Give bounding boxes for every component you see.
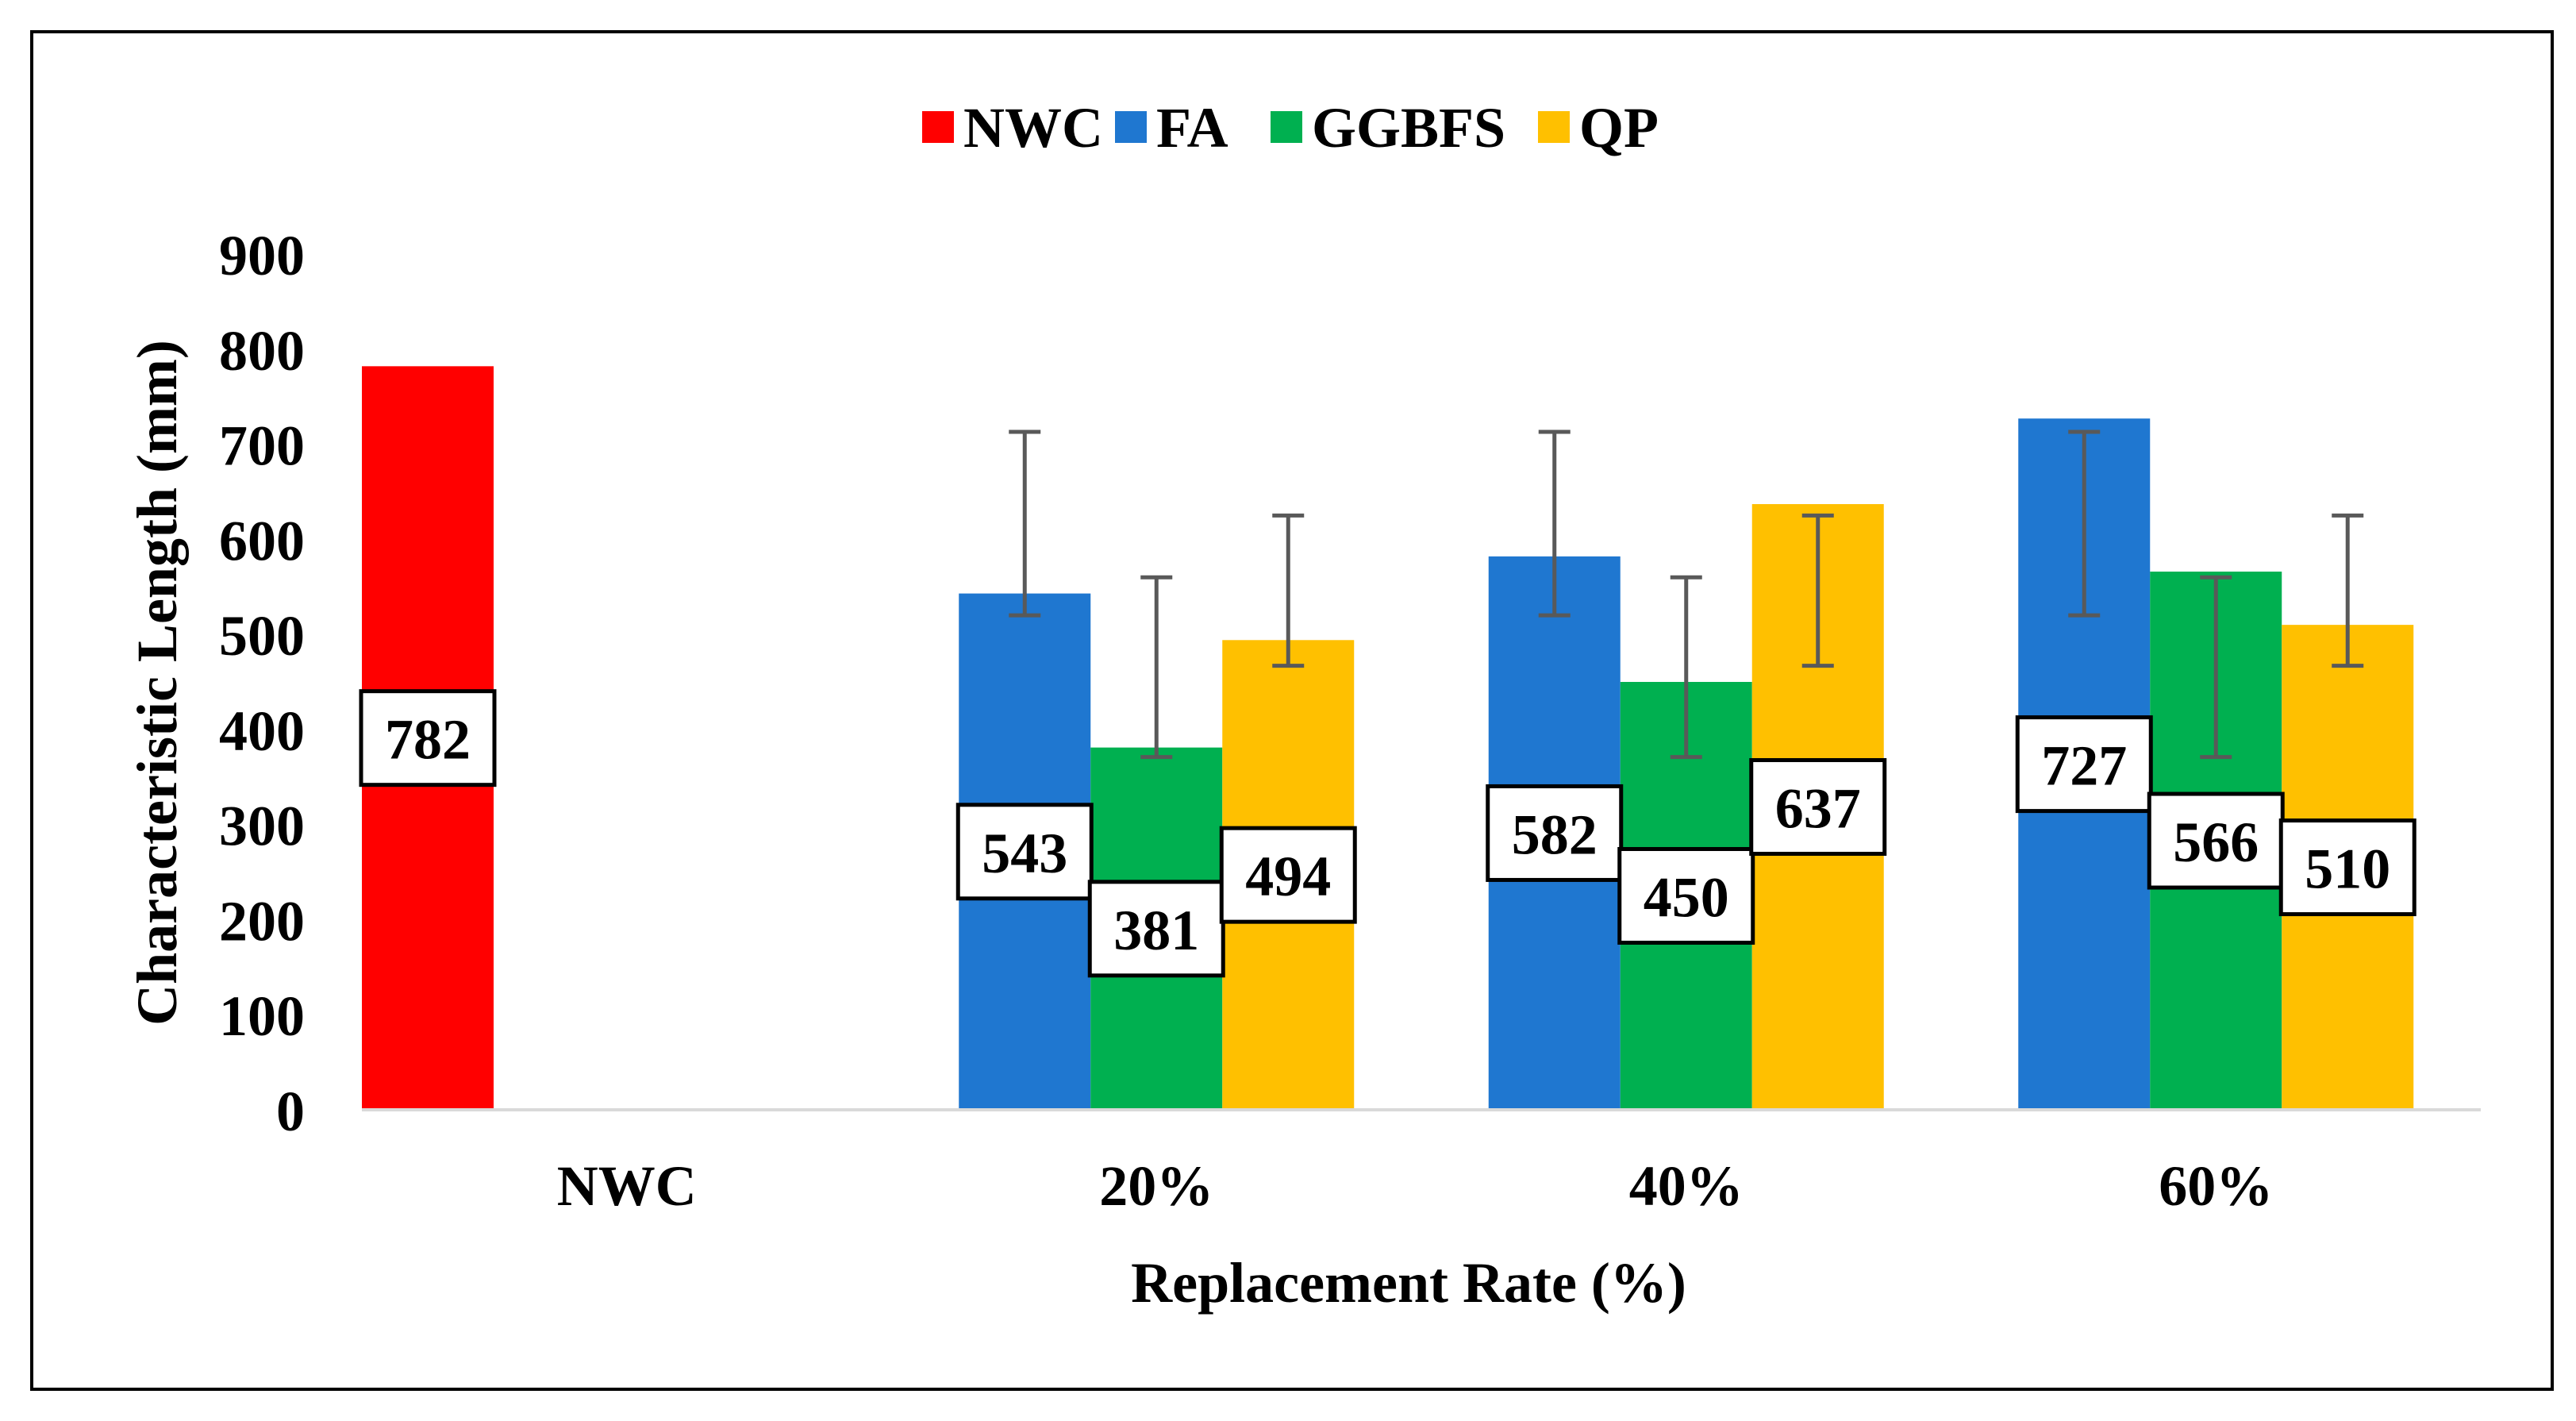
- x-tick-label: NWC: [557, 1154, 697, 1218]
- data-label-qp-40pct: 637: [1749, 758, 1887, 857]
- error-bar-fa-40pct: [1538, 429, 1571, 618]
- y-tick-label: 100: [219, 984, 305, 1048]
- error-bar-qp-60pct: [2332, 513, 2364, 668]
- error-bar-fa-20pct: [1009, 429, 1041, 618]
- legend-label: FA: [1156, 96, 1228, 160]
- y-tick-label: 200: [219, 889, 305, 953]
- data-label-qp-60pct: 510: [2278, 818, 2416, 917]
- svg-text:510: 510: [2305, 838, 2390, 901]
- svg-text:450: 450: [1644, 866, 1729, 930]
- legend: NWC FA GGBFS QP: [922, 96, 1659, 160]
- data-label-ggbfs-60pct: 566: [2147, 791, 2285, 890]
- legend-label: NWC: [963, 96, 1103, 160]
- x-axis-ticks: NWC 20% 40% 60%: [557, 1154, 2274, 1218]
- legend-item-nwc: NWC: [922, 96, 1103, 160]
- error-bar-fa-60pct: [2068, 429, 2101, 618]
- value-labels: 782 543 381 494 582 450 637 727 566 510: [359, 689, 2416, 978]
- y-tick-label: 600: [219, 509, 305, 572]
- svg-text:494: 494: [1245, 845, 1331, 908]
- error-bar-qp-40pct: [1801, 513, 1834, 668]
- y-tick-label: 0: [276, 1080, 305, 1143]
- legend-item-fa: FA: [1115, 96, 1228, 160]
- svg-text:637: 637: [1775, 777, 1861, 841]
- legend-swatch: [1538, 111, 1570, 143]
- data-label-nwc-nwc: 782: [359, 689, 497, 788]
- y-tick-label: 700: [219, 414, 305, 478]
- x-tick-label: 20%: [1099, 1154, 1213, 1218]
- error-bars: [1009, 429, 2364, 760]
- y-tick-label: 900: [219, 224, 305, 287]
- legend-swatch: [1271, 111, 1302, 143]
- x-tick-label: 60%: [2159, 1154, 2273, 1218]
- error-bar-qp-20pct: [1272, 513, 1305, 668]
- data-label-fa-60pct: 727: [2015, 715, 2153, 814]
- x-axis-title: Replacement Rate (%): [1131, 1251, 1686, 1315]
- y-tick-label: 300: [219, 795, 305, 858]
- data-label-ggbfs-40pct: 450: [1617, 847, 1755, 945]
- svg-text:566: 566: [2173, 811, 2259, 874]
- data-label-ggbfs-20pct: 381: [1087, 880, 1225, 978]
- svg-text:381: 381: [1113, 899, 1199, 962]
- error-bar-ggbfs-40pct: [1670, 575, 1702, 760]
- svg-text:727: 727: [2041, 734, 2127, 798]
- y-tick-label: 800: [219, 319, 305, 383]
- data-label-qp-20pct: 494: [1219, 826, 1357, 924]
- legend-item-ggbfs: GGBFS: [1271, 96, 1505, 160]
- legend-label: QP: [1579, 96, 1659, 160]
- data-label-fa-20pct: 543: [955, 803, 1094, 901]
- legend-swatch: [1115, 111, 1147, 143]
- y-tick-label: 500: [219, 604, 305, 668]
- legend-swatch: [922, 111, 954, 143]
- error-bar-ggbfs-60pct: [2200, 575, 2232, 760]
- svg-text:582: 582: [1512, 803, 1598, 866]
- y-tick-label: 400: [219, 699, 305, 763]
- x-tick-label: 40%: [1629, 1154, 1744, 1218]
- error-bar-ggbfs-20pct: [1140, 575, 1173, 760]
- y-axis-title: Characteristic Length (mm): [125, 340, 189, 1026]
- svg-text:782: 782: [385, 708, 471, 772]
- legend-item-qp: QP: [1538, 96, 1659, 160]
- y-axis-ticks: 0 100 200 300 400 500 600 700 800 900: [219, 224, 305, 1143]
- legend-label: GGBFS: [1312, 96, 1505, 160]
- data-label-fa-40pct: 582: [1486, 784, 1624, 882]
- svg-text:543: 543: [982, 822, 1067, 885]
